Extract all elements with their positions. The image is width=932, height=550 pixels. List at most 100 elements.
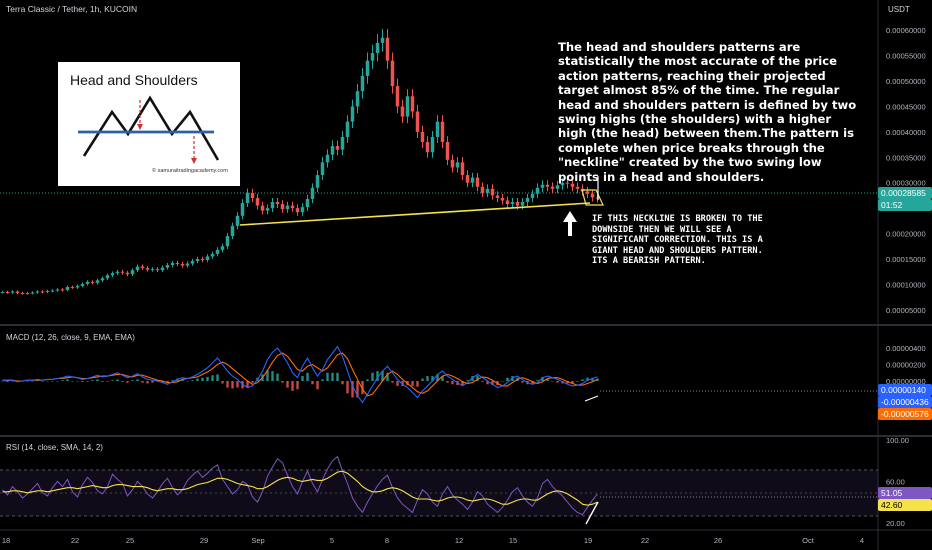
candle <box>550 186 555 189</box>
headline-annotation[interactable]: The head and shoulders patterns are stat… <box>558 40 857 184</box>
candle <box>380 37 385 43</box>
macd-hist-bar <box>396 381 399 386</box>
candle <box>210 253 215 257</box>
candle <box>490 188 495 196</box>
macd-hist-bar <box>506 377 509 381</box>
pennant-drawing[interactable] <box>581 189 604 206</box>
macd-hist-bar <box>71 381 74 382</box>
price-tick-label: 0.00030000 <box>886 179 926 188</box>
macd-hist-bar <box>371 372 374 381</box>
rsi-panel[interactable] <box>2 455 598 516</box>
macd-hist-bar <box>31 381 34 382</box>
candle <box>50 290 55 292</box>
macd-hist-bar <box>231 381 234 389</box>
macd-hist-bar <box>211 375 214 381</box>
candle <box>80 283 85 286</box>
rsi-tick-label: 20.00 <box>886 519 905 528</box>
macd-hist-bar <box>551 381 554 382</box>
candle <box>100 278 105 281</box>
candle <box>175 263 180 265</box>
candle <box>65 286 70 290</box>
macd-hist-bar <box>321 379 324 381</box>
macd-hist-bar <box>76 381 79 382</box>
macd-hist-bar <box>161 381 164 383</box>
macd-value-badge: 0.00000140 <box>878 384 932 396</box>
candle <box>420 131 425 143</box>
macd-trendline <box>584 395 599 402</box>
macd-hist-bar <box>296 381 299 390</box>
x-tick-label: 22 <box>71 536 79 545</box>
macd-hist-bar <box>126 381 129 383</box>
price-panel[interactable] <box>0 28 600 295</box>
candle <box>95 280 100 283</box>
candle <box>460 162 465 176</box>
macd-hist-bar <box>451 381 454 385</box>
macd-hist-bar <box>101 381 104 382</box>
candle <box>60 289 65 291</box>
candle <box>215 249 220 254</box>
macd-hist-bar <box>111 380 114 381</box>
candle <box>185 263 190 266</box>
candle <box>130 270 135 275</box>
macd-hist-bar <box>546 378 549 381</box>
candle <box>410 96 415 112</box>
candle <box>150 269 155 271</box>
macd-hist-bar <box>336 372 339 381</box>
macd-hist-bar <box>276 373 279 381</box>
macd-panel[interactable] <box>1 345 599 404</box>
macd-hist-bar <box>221 381 224 384</box>
macd-hist-bar <box>266 370 269 381</box>
macd-hist-bar <box>291 381 294 391</box>
macd-hist-bar <box>311 381 314 385</box>
price-tick-label: 0.00035000 <box>886 153 926 162</box>
macd-hist-bar <box>306 372 309 381</box>
candle <box>220 246 225 250</box>
macd-hist-bar <box>466 380 469 381</box>
price-tick-label: 0.00005000 <box>886 306 926 315</box>
candle <box>190 261 195 264</box>
candle <box>165 265 170 268</box>
macd-hist-bar <box>416 381 419 387</box>
macd-hist-bar <box>11 381 14 382</box>
macd-hist-bar <box>356 381 359 398</box>
last-price-badge: 0.00028585 <box>878 187 932 199</box>
macd-hist-bar <box>316 381 319 390</box>
candle <box>105 275 110 279</box>
rsi-line <box>2 455 598 516</box>
candle <box>315 175 320 188</box>
x-tick-label: 8 <box>385 536 389 545</box>
candle <box>155 269 160 271</box>
candle <box>485 188 490 193</box>
neckline-note[interactable]: IF THIS NECKLINE IS BROKEN TO THE DOWNSI… <box>592 214 763 267</box>
macd-hist-bar <box>301 376 304 381</box>
price-tick-label: 0.00040000 <box>886 128 926 137</box>
x-tick-label: 22 <box>641 536 649 545</box>
price-tick-label: 0.00010000 <box>886 280 926 289</box>
macd-hist-bar <box>376 371 379 381</box>
macd-hist-bar <box>41 381 44 382</box>
candle <box>385 37 390 61</box>
macd-hist-bar <box>166 381 169 383</box>
macd-hist-bar <box>446 381 449 383</box>
candle <box>340 136 345 150</box>
macd-hist-bar <box>226 381 229 388</box>
candle <box>70 286 75 288</box>
candle <box>400 106 405 117</box>
candle <box>425 142 430 153</box>
inset-diagram <box>78 95 220 164</box>
macd-hist-bar <box>186 381 189 382</box>
candle <box>415 111 420 132</box>
x-tick-label: 4 <box>860 536 864 545</box>
macd-hist-bar <box>206 376 209 381</box>
macd-hist-bar <box>571 381 574 384</box>
macd-hist-bar <box>481 381 484 382</box>
candle <box>115 271 120 274</box>
candle <box>445 142 450 160</box>
macd-hist-bar <box>271 371 274 381</box>
candle <box>205 256 210 260</box>
candle <box>240 203 245 216</box>
candle <box>235 215 240 226</box>
candle <box>525 197 530 203</box>
neckline[interactable] <box>239 202 591 226</box>
